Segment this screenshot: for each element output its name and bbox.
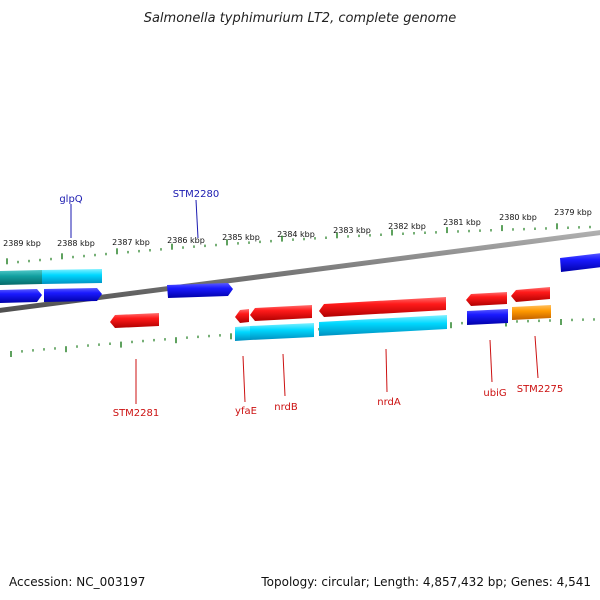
gene-label-yfaE: yfaE	[235, 406, 257, 417]
scale-label: 2389 kbp	[3, 239, 41, 248]
forward-gene-feature	[0, 289, 42, 303]
reverse-gene-feature	[235, 309, 249, 323]
reverse-cds-feature	[235, 326, 250, 341]
forward-gene-feature	[560, 253, 600, 272]
scale-label: 2386 kbp	[167, 236, 205, 245]
scale-label: 2385 kbp	[222, 233, 260, 242]
forward-cds-feature	[42, 269, 102, 284]
forward-gene-feature	[467, 309, 508, 325]
genome-summary-text: Topology: circular; Length: 4,857,432 bp…	[260, 575, 591, 589]
reverse-gene-feature	[319, 297, 446, 317]
reverse-gene-feature	[250, 305, 312, 321]
accession-text: Accession: NC_003197	[9, 575, 145, 589]
outer-scale-ticks	[6, 223, 591, 265]
label-connector	[242, 355, 246, 403]
gene-label-nrdA: nrdA	[377, 397, 401, 408]
forward-gene-feature	[167, 283, 233, 298]
scale-label: 2384 kbp	[277, 230, 315, 239]
scale-label: 2388 kbp	[57, 239, 95, 248]
gene-label-ubiG: ubiG	[483, 388, 506, 399]
scale-label: 2382 kbp	[388, 222, 426, 231]
gene-label-STM2280: STM2280	[173, 189, 220, 200]
label-connector	[385, 348, 388, 393]
reverse-gene-feature	[466, 292, 507, 306]
reverse-cds-feature	[250, 323, 314, 340]
gene-label-STM2275: STM2275	[517, 384, 564, 395]
label-connector	[489, 339, 493, 383]
forward-gene-feature	[44, 288, 102, 302]
gene-label-STM2281: STM2281	[113, 408, 160, 419]
reverse-gene-feature	[110, 313, 159, 328]
label-connector	[195, 199, 199, 239]
scale-label: 2383 kbp	[333, 226, 371, 235]
label-connector	[282, 353, 286, 397]
reverse-cds-feature	[319, 315, 447, 336]
scale-label: 2380 kbp	[499, 213, 537, 222]
gene-label-glpQ: glpQ	[59, 194, 82, 205]
other-feature	[512, 305, 551, 320]
forward-cds-feature	[0, 270, 42, 285]
gene-label-nrdB: nrdB	[274, 402, 298, 413]
scale-label: 2379 kbp	[554, 208, 592, 217]
scale-label: 2387 kbp	[112, 238, 150, 247]
reverse-gene-feature	[511, 287, 550, 302]
label-connector	[534, 335, 539, 379]
scale-label: 2381 kbp	[443, 218, 481, 227]
map-title: Salmonella typhimurium LT2, complete gen…	[144, 11, 457, 26]
